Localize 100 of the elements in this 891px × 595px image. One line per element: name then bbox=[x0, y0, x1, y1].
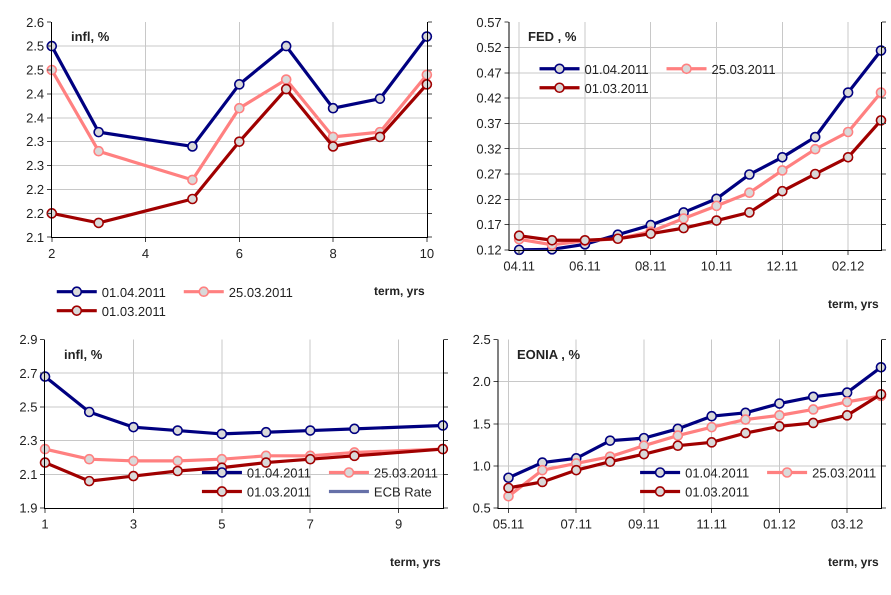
point bbox=[172, 466, 183, 476]
point bbox=[810, 132, 821, 142]
y-tick-label: 2.4 bbox=[26, 86, 44, 102]
point bbox=[260, 457, 272, 468]
y-tick-label: 0.37 bbox=[476, 116, 502, 131]
point bbox=[744, 187, 755, 198]
y-tick-label: 2.4 bbox=[26, 110, 44, 126]
x-tick-label: 4 bbox=[142, 246, 150, 261]
y-tick-label: 2.0 bbox=[472, 374, 491, 390]
point bbox=[438, 420, 448, 431]
x-tick-label: 8 bbox=[329, 246, 337, 261]
y-tick-label: 0.32 bbox=[476, 141, 502, 156]
y-tick-label: 2.5 bbox=[26, 62, 44, 78]
point bbox=[234, 136, 245, 147]
x-axis-title: term, yrs bbox=[390, 555, 442, 569]
point bbox=[570, 464, 582, 476]
point bbox=[537, 476, 548, 488]
y-tick-label: 2.2 bbox=[26, 182, 44, 197]
point bbox=[706, 410, 717, 422]
x-tick-label: 12.11 bbox=[766, 258, 798, 274]
point bbox=[84, 476, 95, 486]
y-tick-label: 2.1 bbox=[26, 230, 44, 245]
point bbox=[774, 398, 785, 409]
legend-label: 25.03.2011 bbox=[812, 466, 876, 481]
point bbox=[777, 165, 788, 176]
point bbox=[808, 418, 819, 428]
point bbox=[93, 146, 104, 157]
point bbox=[744, 207, 755, 218]
point bbox=[374, 132, 386, 142]
y-tick-label: 2.3 bbox=[19, 433, 38, 448]
point bbox=[128, 470, 139, 482]
point bbox=[374, 93, 386, 104]
x-tick-label: 6 bbox=[236, 246, 243, 261]
point bbox=[280, 74, 292, 85]
text: FED , % bbox=[528, 29, 577, 44]
legend-label: 01.04.2011 bbox=[102, 284, 166, 300]
y-tick-label: 1.9 bbox=[19, 500, 38, 516]
point bbox=[604, 456, 616, 468]
x-tick-label: 1 bbox=[41, 516, 49, 532]
point bbox=[328, 102, 338, 114]
y-tick-label: 0.42 bbox=[476, 90, 502, 106]
legend-label: 25.03.2011 bbox=[228, 284, 293, 300]
y-tick-label: 2.7 bbox=[19, 366, 38, 381]
point bbox=[842, 410, 852, 421]
point bbox=[503, 491, 514, 502]
y-tick-label: 2.3 bbox=[26, 134, 44, 150]
x-tick-label: 2 bbox=[48, 246, 56, 261]
point bbox=[842, 87, 854, 98]
y-tick-label: 0.52 bbox=[476, 40, 502, 56]
x-tick-label: 01.12 bbox=[763, 516, 796, 532]
point bbox=[304, 454, 316, 464]
x-axis-title: term, yrs bbox=[828, 555, 880, 569]
text: infl, % bbox=[64, 347, 103, 362]
point bbox=[706, 422, 717, 432]
point bbox=[537, 464, 548, 476]
y-tick-label: 2.5 bbox=[472, 332, 491, 348]
point bbox=[740, 428, 751, 438]
y-tick-label: 0.22 bbox=[476, 192, 502, 207]
point bbox=[744, 169, 755, 180]
point bbox=[93, 126, 104, 138]
point bbox=[808, 392, 819, 402]
point bbox=[546, 234, 558, 246]
point bbox=[304, 425, 316, 436]
point bbox=[128, 456, 139, 466]
legend-label: 25.03.2011 bbox=[712, 62, 776, 77]
x-tick-label: 3 bbox=[130, 516, 138, 532]
point bbox=[503, 472, 514, 484]
point bbox=[349, 424, 360, 434]
legend-label: 01.04.2011 bbox=[246, 466, 312, 481]
point bbox=[84, 406, 95, 418]
point bbox=[280, 40, 292, 52]
point bbox=[777, 186, 788, 196]
y-tick-label: 0.27 bbox=[476, 166, 502, 182]
point bbox=[638, 448, 650, 460]
x-tick-label: 07.11 bbox=[560, 516, 592, 532]
point bbox=[128, 422, 139, 432]
point bbox=[842, 387, 852, 398]
legend-label: 01.03.2011 bbox=[246, 484, 312, 500]
point bbox=[328, 132, 338, 142]
text: EONIA , % bbox=[517, 347, 581, 362]
point bbox=[638, 440, 650, 452]
point bbox=[172, 425, 183, 436]
x-tick-label: 10 bbox=[420, 246, 434, 261]
legend-label: 25.03.2011 bbox=[374, 466, 438, 481]
point bbox=[711, 215, 722, 226]
x-tick-label: 04.11 bbox=[503, 258, 535, 274]
x-tick-label: 5 bbox=[218, 516, 226, 532]
point bbox=[93, 218, 104, 228]
point bbox=[604, 435, 616, 446]
point bbox=[842, 152, 854, 163]
y-tick-label: 1.5 bbox=[472, 416, 491, 432]
point bbox=[216, 428, 228, 440]
point bbox=[172, 456, 183, 466]
x-tick-label: 9 bbox=[395, 516, 402, 532]
point bbox=[706, 437, 717, 448]
legend-label: 01.04.2011 bbox=[685, 466, 750, 481]
legend-label: 01.03.2011 bbox=[102, 304, 166, 319]
x-tick-label: 06.11 bbox=[569, 258, 601, 274]
point bbox=[280, 84, 292, 94]
y-tick-label: 0.57 bbox=[476, 14, 502, 30]
